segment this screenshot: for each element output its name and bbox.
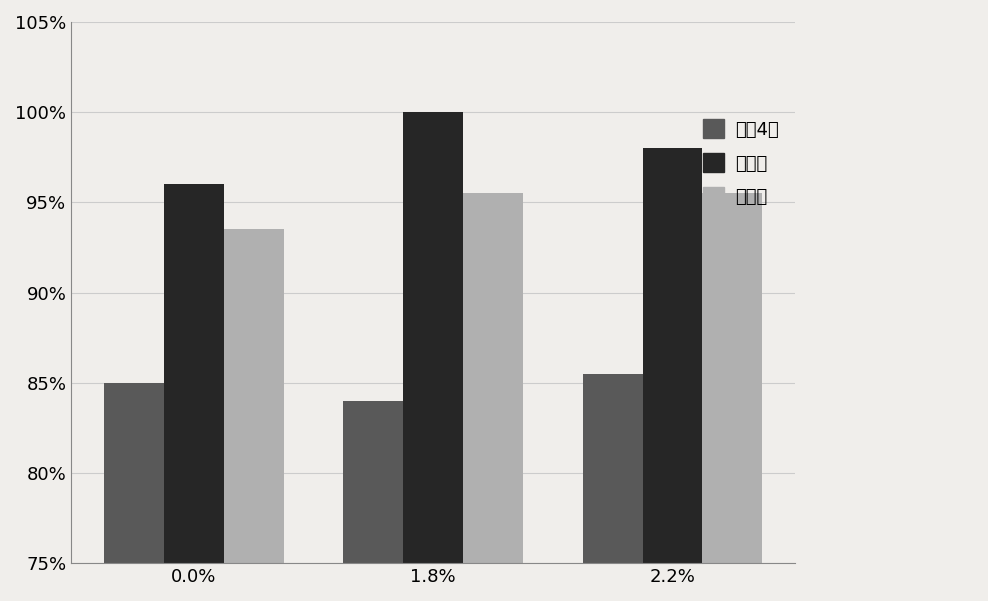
- Bar: [702, 194, 763, 601]
- Bar: [463, 194, 523, 601]
- Bar: [344, 401, 403, 601]
- Bar: [104, 383, 164, 601]
- Bar: [583, 374, 642, 601]
- Legend: 宁粳4号, 日本晴, 扎西玛: 宁粳4号, 日本晴, 扎西玛: [696, 112, 786, 213]
- Bar: [403, 112, 463, 601]
- Bar: [164, 185, 223, 601]
- Bar: [642, 148, 702, 601]
- Bar: [223, 230, 284, 601]
